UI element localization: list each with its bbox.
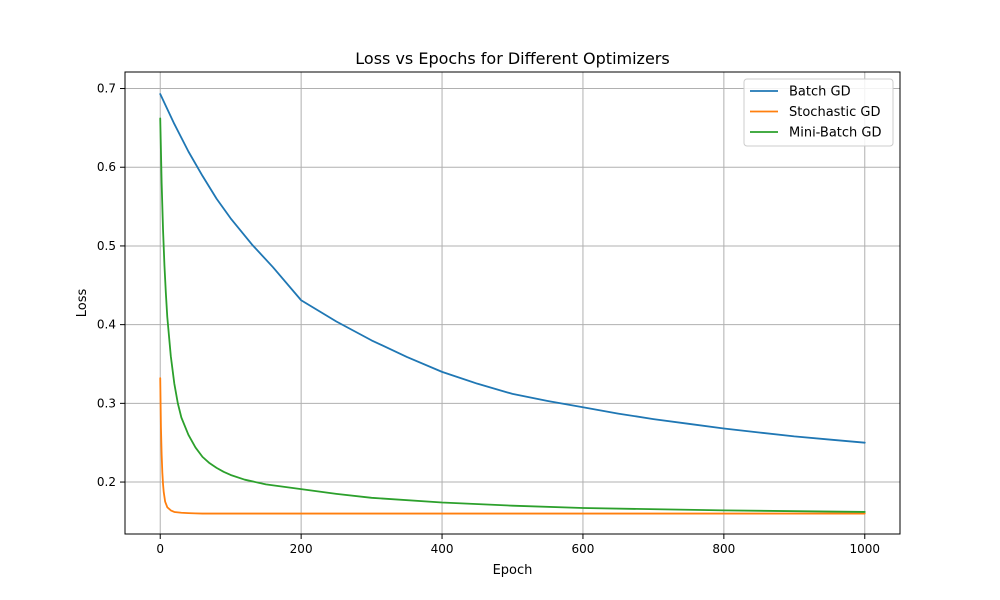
series-line-mini-batch-gd	[159, 117, 866, 513]
x-tick-label: 600	[571, 542, 594, 556]
y-axis-label: Loss	[75, 289, 90, 318]
x-axis-label: Epoch	[493, 563, 533, 578]
y-tick-label: 0.3	[97, 396, 116, 410]
chart-title: Loss vs Epochs for Different Optimizers	[355, 49, 669, 68]
y-tick-label: 0.5	[97, 239, 116, 253]
y-tick-label: 0.7	[97, 82, 116, 96]
x-tick-label: 0	[156, 542, 164, 556]
x-tick-label: 200	[290, 542, 313, 556]
series-line-stochastic-gd	[159, 377, 866, 515]
grid	[125, 72, 900, 534]
x-tick-label: 800	[712, 542, 735, 556]
y-tick-label: 0.4	[97, 318, 116, 332]
plot-frame	[124, 71, 901, 535]
legend: Batch GD Stochastic GD Mini-Batch GD	[743, 78, 894, 147]
y-tick-label: 0.2	[97, 475, 116, 489]
x-tick-label: 400	[431, 542, 454, 556]
legend-label-mini-batch-gd: Mini-Batch GD	[789, 126, 882, 141]
legend-label-batch-gd: Batch GD	[789, 85, 851, 100]
ticks: 0 200 400 600 800 1000 0.2 0.3 0.4 0.5 0.6 0.7	[97, 82, 880, 556]
legend-label-stochastic-gd: Stochastic GD	[789, 105, 881, 120]
y-tick-label: 0.6	[97, 160, 116, 174]
series-layer	[159, 93, 866, 515]
legend-box	[743, 78, 894, 147]
series-line-batch-gd	[159, 93, 866, 444]
x-tick-label: 1000	[849, 542, 880, 556]
